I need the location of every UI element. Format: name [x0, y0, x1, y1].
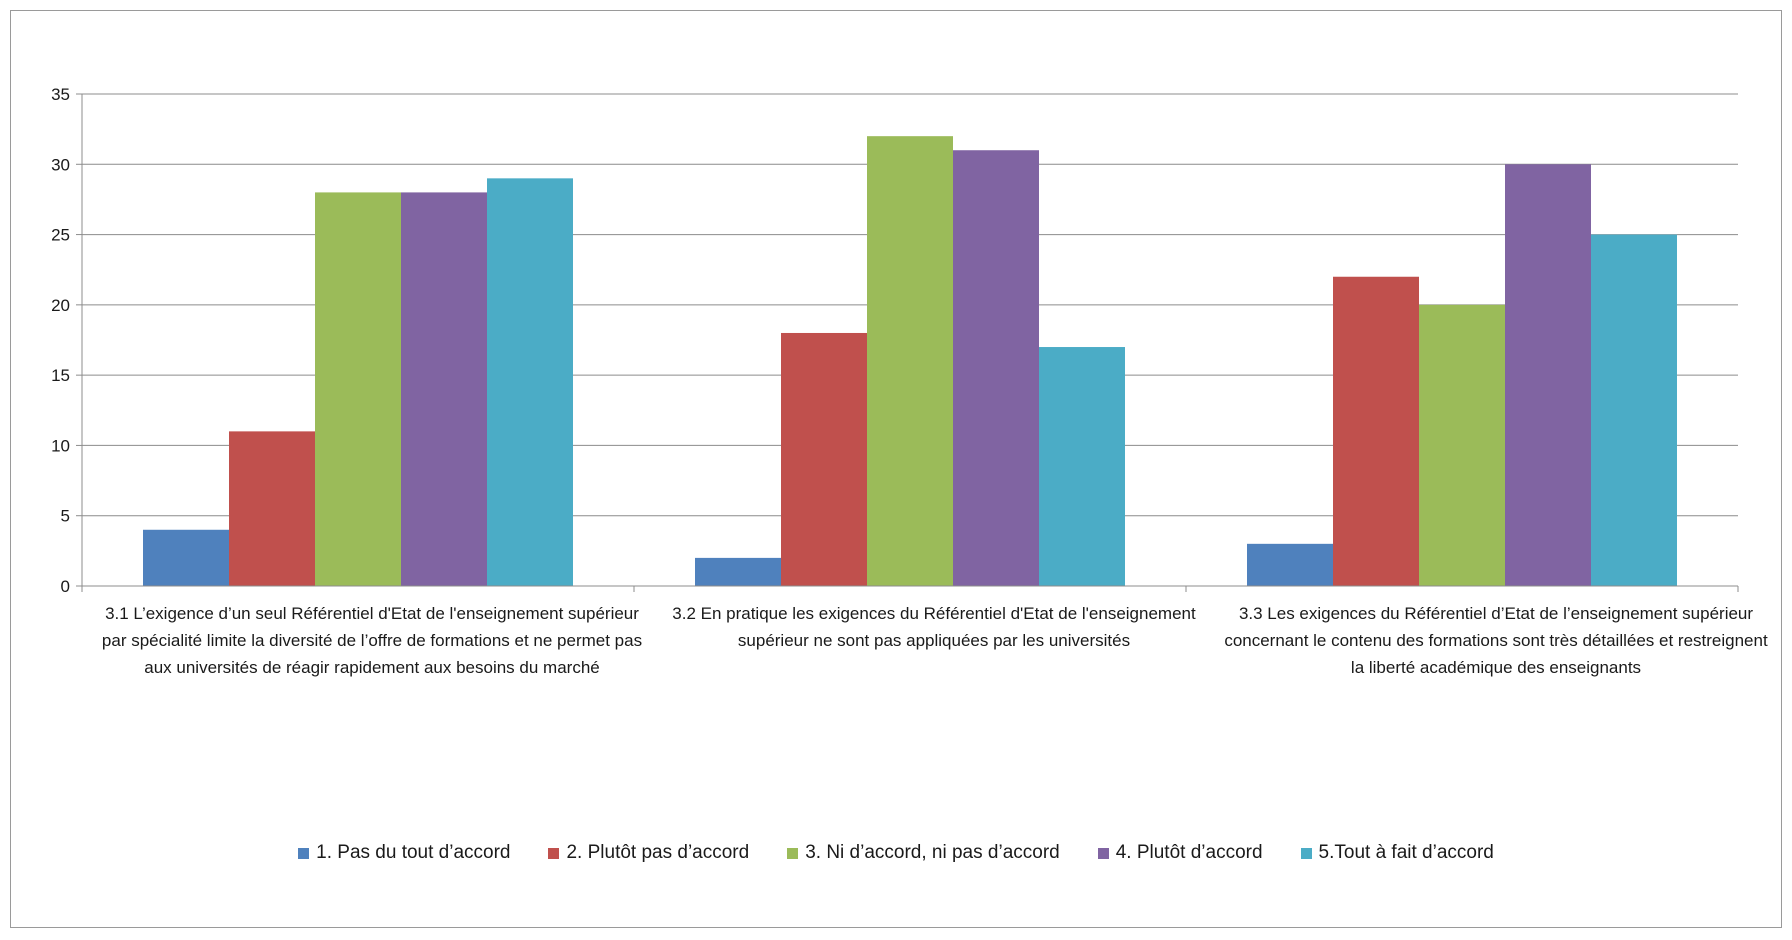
bar [1039, 347, 1125, 586]
bar [781, 332, 867, 586]
bar [143, 529, 229, 586]
legend-item-3: 3. Ni d’accord, ni pas d’accord [787, 842, 1060, 864]
y-tick-label: 25 [51, 226, 70, 245]
bar [1591, 234, 1677, 587]
y-tick-label: 15 [51, 366, 70, 385]
legend-item-1: 1. Pas du tout d’accord [298, 842, 510, 864]
bar [315, 192, 401, 586]
bar [401, 192, 487, 586]
legend-swatch [1300, 847, 1312, 859]
legend-label: 5.Tout à fait d’accord [1318, 842, 1494, 863]
bar [867, 136, 953, 586]
legend-swatch [787, 847, 799, 859]
legend-label: 4. Plutôt d’accord [1115, 842, 1263, 863]
category-label-3-3: 3.3 Les exigences du Référentiel d’Etat … [1224, 604, 1768, 677]
y-tick-label: 5 [61, 507, 70, 526]
bar [1247, 543, 1333, 586]
bar [953, 150, 1039, 586]
legend: 1. Pas du tout d’accord 2. Plutôt pas d’… [0, 842, 1792, 864]
legend-label: 3. Ni d’accord, ni pas d’accord [805, 842, 1060, 863]
legend-swatch [298, 847, 310, 859]
legend-label: 1. Pas du tout d’accord [316, 842, 511, 863]
y-tick-label: 20 [51, 296, 70, 315]
y-tick-label: 30 [51, 155, 70, 174]
legend-item-4: 4. Plutôt d’accord [1097, 842, 1263, 864]
bar [487, 178, 573, 587]
category-label-3-2: 3.2 En pratique les exigences du Référen… [672, 604, 1196, 650]
legend-item-2: 2. Plutôt pas d’accord [548, 842, 749, 864]
legend-item-5: 5.Tout à fait d’accord [1300, 842, 1494, 864]
bar [229, 431, 315, 586]
bar [1419, 304, 1505, 586]
bar [1505, 164, 1591, 587]
category-label-3-1: 3.1 L’exigence d’un seul Référentiel d'E… [101, 604, 643, 677]
bar [695, 557, 781, 586]
y-tick-label: 10 [51, 436, 70, 455]
bars [143, 136, 1677, 587]
legend-swatch [1097, 847, 1109, 859]
y-tick-label: 0 [61, 577, 70, 596]
legend-swatch [548, 847, 560, 859]
axes [81, 94, 1739, 592]
legend-label: 2. Plutôt pas d’accord [566, 842, 750, 863]
bar [1333, 276, 1419, 586]
y-tick-label: 35 [51, 85, 70, 104]
y-axis-ticks: 0 5 10 15 20 25 30 35 [51, 85, 82, 596]
